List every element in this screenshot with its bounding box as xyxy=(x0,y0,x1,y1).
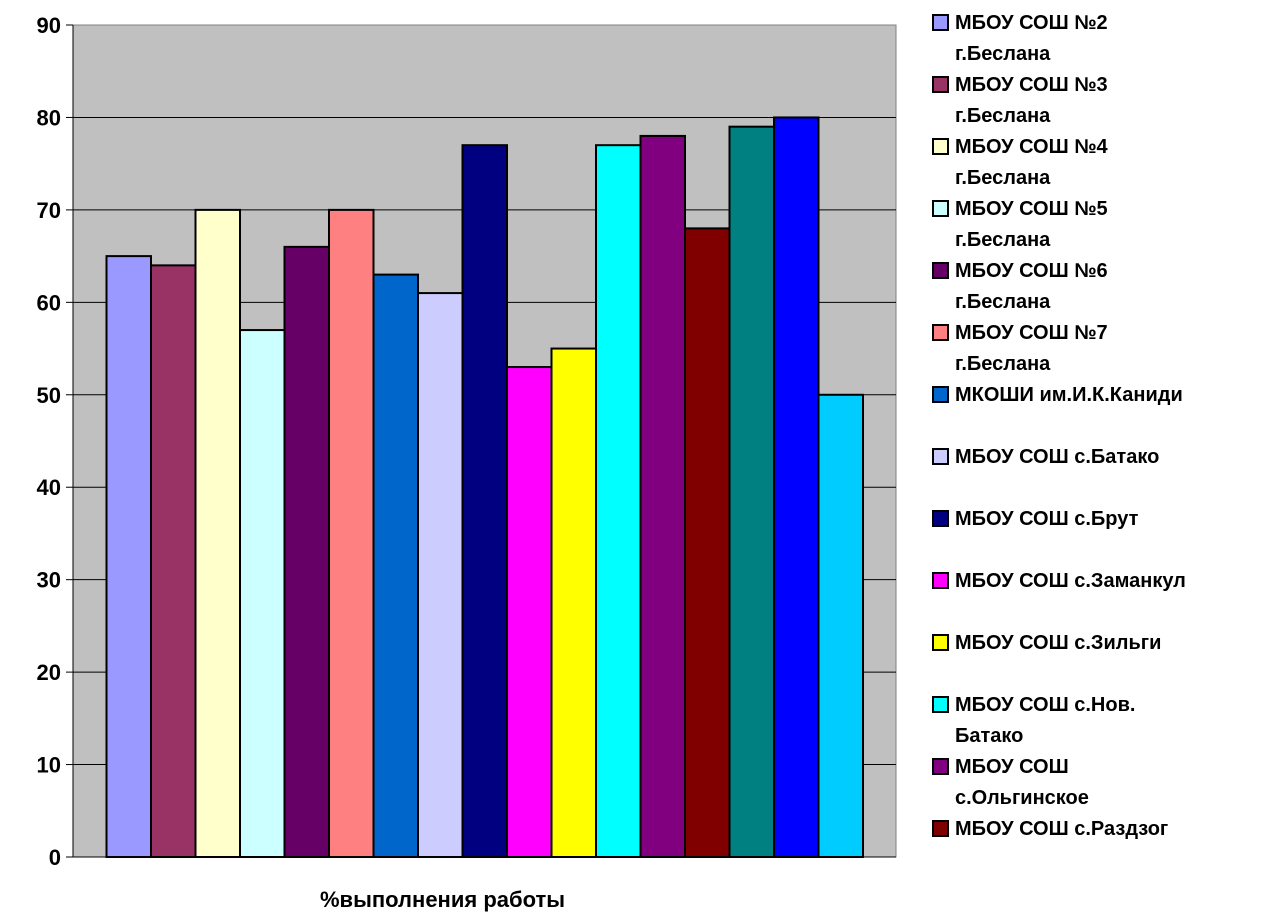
y-tick-label: 80 xyxy=(37,105,61,130)
legend-item: МБОУ СОШ с.Брут xyxy=(932,504,1138,535)
legend-label: МБОУ СОШ №7 г.Беслана xyxy=(955,318,1108,380)
legend-label-line2: г.Беслана xyxy=(955,291,1051,313)
bar-chart: 0 10 20 30 40 50 60 70 80 90 xyxy=(37,13,897,870)
bar xyxy=(105,255,152,859)
y-axis-ticks: 0 10 20 30 40 50 60 70 80 90 xyxy=(37,13,73,870)
legend-item: МБОУ СОШ №3 г.Беслана xyxy=(932,70,1108,132)
legend-label: МБОУ СОШ с.Батако xyxy=(955,442,1159,473)
bar xyxy=(461,144,508,858)
legend-swatch xyxy=(932,572,949,589)
bar xyxy=(773,116,820,858)
legend-swatch xyxy=(932,696,949,713)
y-tick-label: 10 xyxy=(37,753,61,778)
legend-swatch xyxy=(932,634,949,651)
legend-label-line1: МБОУ СОШ №4 xyxy=(955,136,1108,158)
bar xyxy=(372,273,419,859)
bar xyxy=(150,264,197,859)
legend-swatch xyxy=(932,262,949,279)
legend-label-line2: г.Беслана xyxy=(955,43,1051,65)
y-tick-label: 90 xyxy=(37,13,61,38)
legend-label-line1: МБОУ СОШ с.Батако xyxy=(955,446,1160,468)
legend-item: МБОУ СОШ №4 г.Беслана xyxy=(932,132,1108,194)
legend-label-line1: МБОУ СОШ №6 xyxy=(955,260,1108,282)
legend-item: МБОУ СОШ с.Ольгинское xyxy=(932,752,1089,814)
legend-label-line2: г.Беслана xyxy=(955,167,1051,189)
legend-item: МБОУ СОШ №5 г.Беслана xyxy=(932,194,1108,256)
legend-label-line1: МБОУ СОШ с.Раздзог xyxy=(955,818,1169,840)
legend-label: МБОУ СОШ с.Ольгинское xyxy=(955,752,1089,814)
bar xyxy=(684,227,731,858)
legend-label-line1: МБОУ СОШ №2 xyxy=(955,12,1108,34)
y-tick-label: 0 xyxy=(49,845,61,870)
bar xyxy=(417,292,464,859)
legend-swatch xyxy=(932,758,949,775)
legend-label-line1: МБОУ СОШ №7 xyxy=(955,322,1108,344)
legend-label-line2: г.Беслана xyxy=(955,229,1051,251)
legend-swatch xyxy=(932,448,949,465)
legend-label-line2: г.Беслана xyxy=(955,105,1051,127)
legend-item: МБОУ СОШ №7 г.Беслана xyxy=(932,318,1108,380)
legend-item: МКОШИ им.И.К.Каниди xyxy=(932,380,1183,411)
legend-item: МБОУ СОШ №6 г.Беслана xyxy=(932,256,1108,318)
y-tick-label: 60 xyxy=(37,290,61,315)
bar xyxy=(194,208,241,858)
y-tick-label: 30 xyxy=(37,568,61,593)
legend-label-line1: МБОУ СОШ с.Нов. xyxy=(955,694,1136,716)
legend-swatch xyxy=(932,138,949,155)
bar xyxy=(283,245,330,859)
legend-label: МБОУ СОШ с.Раздзог xyxy=(955,814,1168,845)
bar xyxy=(550,347,597,858)
x-axis-label: %выполнения работы xyxy=(320,887,566,912)
legend-swatch xyxy=(932,510,949,527)
legend-item: МБОУ СОШ с.Нов. Батако xyxy=(932,690,1135,752)
legend-label-line1: МБОУ СОШ №3 xyxy=(955,74,1108,96)
legend-label: МБОУ СОШ с.Заманкул xyxy=(955,566,1186,597)
legend-item: МБОУ СОШ №2 г.Беслана xyxy=(932,8,1108,70)
legend-label: МКОШИ им.И.К.Каниди xyxy=(955,380,1183,411)
legend-swatch xyxy=(932,820,949,837)
legend-label: МБОУ СОШ №4 г.Беслана xyxy=(955,132,1108,194)
legend-label-line1: МБОУ СОШ xyxy=(955,756,1069,778)
y-tick-label: 40 xyxy=(37,475,61,500)
legend-label: МБОУ СОШ с.Зильги xyxy=(955,628,1161,659)
y-tick-label: 20 xyxy=(37,660,61,685)
bar xyxy=(595,144,642,858)
legend-label: МБОУ СОШ №6 г.Беслана xyxy=(955,256,1108,318)
bars xyxy=(105,116,864,859)
legend-item: МБОУ СОШ с.Батако xyxy=(932,442,1159,473)
bar xyxy=(728,125,775,858)
legend-label: МБОУ СОШ №2 г.Беслана xyxy=(955,8,1108,70)
bar xyxy=(639,134,686,858)
legend-swatch xyxy=(932,324,949,341)
legend-item: МБОУ СОШ с.Заманкул xyxy=(932,566,1186,597)
legend-label-line1: МКОШИ им.И.К.Каниди xyxy=(955,384,1183,406)
legend-label-line2: Батако xyxy=(955,725,1024,747)
bar xyxy=(328,208,375,858)
legend-label-line1: МБОУ СОШ с.Зильги xyxy=(955,632,1162,654)
legend-label: МБОУ СОШ №5 г.Беслана xyxy=(955,194,1108,256)
legend-swatch xyxy=(932,76,949,93)
legend-label-line2: г.Беслана xyxy=(955,353,1051,375)
bar xyxy=(817,393,864,858)
legend-item: МБОУ СОШ с.Зильги xyxy=(932,628,1161,659)
legend-label: МБОУ СОШ №3 г.Беслана xyxy=(955,70,1108,132)
legend-label: МБОУ СОШ с.Нов. Батако xyxy=(955,690,1135,752)
legend-label-line2: с.Ольгинское xyxy=(955,787,1089,809)
legend-label-line1: МБОУ СОШ с.Заманкул xyxy=(955,570,1186,592)
legend-label-line1: МБОУ СОШ №5 xyxy=(955,198,1108,220)
legend-label: МБОУ СОШ с.Брут xyxy=(955,504,1138,535)
legend-swatch xyxy=(932,14,949,31)
bar xyxy=(239,329,286,859)
legend-label-line1: МБОУ СОШ с.Брут xyxy=(955,508,1139,530)
y-tick-label: 50 xyxy=(37,383,61,408)
y-tick-label: 70 xyxy=(37,198,61,223)
legend-item: МБОУ СОШ с.Раздзог xyxy=(932,814,1168,845)
legend-swatch xyxy=(932,200,949,217)
bar xyxy=(506,366,553,858)
legend-swatch xyxy=(932,386,949,403)
